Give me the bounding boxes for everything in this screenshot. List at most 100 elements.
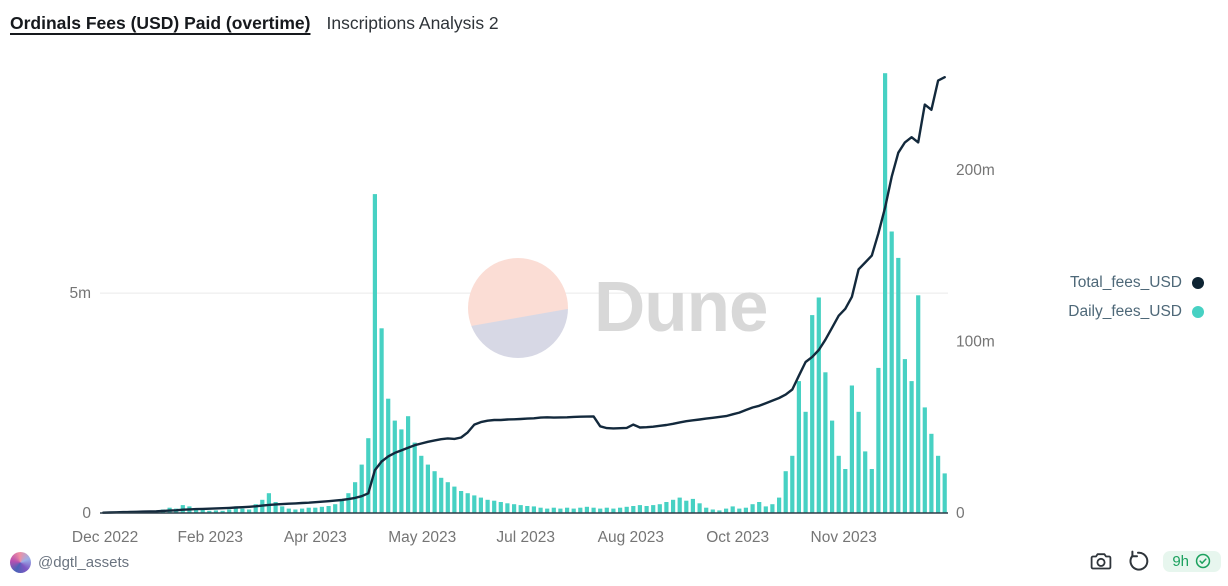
daily-fees-bar	[902, 359, 907, 513]
daily-fees-bar	[213, 510, 218, 513]
daily-fees-bar	[379, 328, 384, 513]
daily-fees-bar	[750, 504, 755, 513]
daily-fees-bar	[346, 493, 351, 513]
daily-fees-bar	[843, 469, 848, 513]
daily-fees-bar	[425, 464, 430, 513]
daily-fees-bar	[565, 507, 570, 513]
daily-fees-bar	[618, 507, 623, 513]
x-axis-label: Jul 2023	[496, 529, 555, 546]
daily-fees-bar	[830, 420, 835, 513]
daily-fees-bar	[266, 493, 271, 513]
y-axis-right-label: 200m	[956, 162, 995, 179]
daily-fees-bar	[677, 497, 682, 513]
daily-fees-bar	[558, 508, 563, 513]
daily-fees-bar	[942, 473, 947, 513]
legend-item-total-fees[interactable]: Total_fees_USD	[1068, 268, 1204, 297]
daily-fees-bar	[671, 499, 676, 513]
daily-fees-bar	[412, 442, 417, 513]
daily-fees-bar	[485, 499, 490, 513]
x-axis-label: Aug 2023	[598, 529, 664, 546]
daily-fees-bar	[810, 315, 815, 513]
daily-fees-bar	[280, 506, 285, 513]
daily-fees-bar	[757, 502, 762, 513]
daily-fees-bar	[319, 506, 324, 513]
daily-fees-dot-icon	[1192, 305, 1204, 318]
daily-fees-bar	[790, 455, 795, 513]
daily-fees-bar	[922, 407, 927, 513]
refresh-button[interactable]	[1126, 549, 1150, 573]
daily-fees-bar	[916, 295, 921, 513]
daily-fees-bar	[571, 508, 576, 513]
daily-fees-bar	[545, 508, 550, 513]
daily-fees-bar	[763, 506, 768, 513]
daily-fees-bar	[551, 507, 556, 513]
daily-fees-bar	[220, 510, 225, 513]
daily-fees-bar	[300, 508, 305, 513]
daily-fees-bar	[445, 482, 450, 513]
daily-fees-bar	[253, 504, 258, 513]
legend-item-daily-fees[interactable]: Daily_fees_USD	[1068, 297, 1204, 326]
daily-fees-bar	[651, 505, 656, 513]
total-fees-line	[102, 75, 946, 514]
daily-fees-bar	[823, 372, 828, 513]
daily-fees-bar	[505, 503, 510, 513]
page-subtitle[interactable]: Inscriptions Analysis 2	[326, 13, 499, 33]
legend-label: Total_fees_USD	[1069, 273, 1182, 291]
daily-fees-bar	[936, 455, 941, 513]
x-axis-label: Oct 2023	[706, 529, 769, 546]
daily-fees-bar	[359, 464, 364, 513]
daily-fees-bar	[624, 506, 629, 513]
age-badge-label: 9h	[1172, 552, 1189, 570]
daily-fees-bar	[796, 381, 801, 513]
daily-fees-bar	[339, 499, 344, 513]
x-axis-label: May 2023	[388, 529, 456, 546]
daily-fees-bar	[770, 504, 775, 513]
x-axis-label: Feb 2023	[177, 529, 243, 546]
daily-fees-bar	[313, 507, 318, 513]
daily-fees-bar	[863, 451, 868, 513]
daily-fees-bar	[869, 469, 874, 513]
daily-fees-bar	[876, 367, 881, 513]
daily-fees-bar	[631, 506, 636, 513]
daily-fees-bar	[657, 504, 662, 513]
daily-fees-bar	[372, 194, 377, 513]
daily-fees-bar	[743, 507, 748, 513]
daily-fees-bar	[512, 504, 517, 513]
daily-fees-bar	[286, 508, 291, 513]
daily-fees-bar	[233, 506, 238, 513]
daily-fees-bar	[724, 508, 729, 513]
page-title[interactable]: Ordinals Fees (USD) Paid (overtime)	[10, 13, 311, 33]
x-axis-label: Nov 2023	[811, 529, 877, 546]
x-axis-label: Dec 2022	[72, 529, 138, 546]
screenshot-button[interactable]	[1089, 549, 1113, 573]
author-link[interactable]: @dgtl_assets	[10, 552, 129, 573]
verified-badge-icon	[1195, 553, 1211, 569]
daily-fees-bar	[637, 505, 642, 513]
daily-fees-bar	[525, 506, 530, 513]
daily-fees-bar	[538, 507, 543, 513]
y-axis-left-label: 5m	[69, 285, 91, 302]
dune-logo-text: Dune	[594, 268, 768, 347]
daily-fees-bar	[478, 497, 483, 513]
y-axis-left-label: 0	[82, 505, 91, 522]
dune-logo-circle	[468, 258, 568, 358]
legend: Total_fees_USD Daily_fees_USD	[1068, 268, 1204, 326]
refresh-icon	[1129, 550, 1149, 571]
daily-fees-bar	[704, 507, 709, 513]
y-axis-right-label: 0	[956, 505, 965, 522]
daily-fees-bar	[247, 509, 252, 513]
daily-fees-bar	[598, 508, 603, 513]
daily-fees-bar	[644, 506, 649, 513]
daily-fees-bar	[783, 471, 788, 513]
daily-fees-bar	[419, 455, 424, 513]
daily-fees-bar	[717, 510, 722, 513]
daily-fees-bar	[697, 503, 702, 513]
age-badge[interactable]: 9h	[1163, 550, 1221, 572]
daily-fees-bar	[273, 502, 278, 513]
daily-fees-bar	[194, 509, 199, 513]
daily-fees-bar	[293, 509, 298, 513]
daily-fees-bar	[240, 508, 245, 513]
daily-fees-bar	[803, 411, 808, 513]
daily-fees-bar	[883, 73, 888, 513]
